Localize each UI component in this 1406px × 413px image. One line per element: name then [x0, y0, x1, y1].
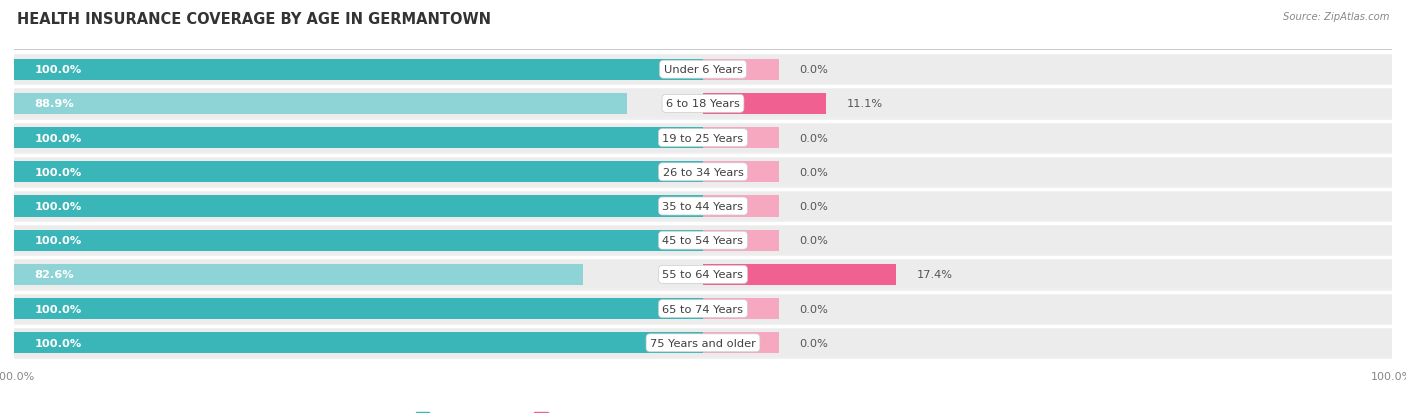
Text: HEALTH INSURANCE COVERAGE BY AGE IN GERMANTOWN: HEALTH INSURANCE COVERAGE BY AGE IN GERM… [17, 12, 491, 27]
Bar [14, 292, 1392, 326]
Text: 19 to 25 Years: 19 to 25 Years [662, 133, 744, 143]
Bar [14, 258, 1392, 292]
Bar [14, 196, 703, 217]
Text: 75 Years and older: 75 Years and older [650, 338, 756, 348]
Bar [14, 90, 1392, 118]
Text: 100.0%: 100.0% [35, 202, 82, 211]
Text: Under 6 Years: Under 6 Years [664, 65, 742, 75]
Text: 65 to 74 Years: 65 to 74 Years [662, 304, 744, 314]
Bar [14, 53, 1392, 87]
Bar [703, 298, 779, 319]
Bar [703, 196, 779, 217]
Text: 0.0%: 0.0% [800, 133, 828, 143]
Bar [14, 94, 627, 115]
Bar [703, 59, 779, 81]
Text: 100.0%: 100.0% [35, 236, 82, 246]
Bar [14, 332, 703, 354]
Bar [14, 121, 1392, 155]
Bar [14, 295, 1392, 323]
Bar [14, 162, 703, 183]
Bar [14, 155, 1392, 190]
Text: 100.0%: 100.0% [35, 133, 82, 143]
Text: Source: ZipAtlas.com: Source: ZipAtlas.com [1282, 12, 1389, 22]
Bar [14, 159, 1392, 186]
Bar [703, 332, 779, 354]
Bar [703, 94, 827, 115]
Text: 100.0%: 100.0% [35, 167, 82, 177]
Text: 55 to 64 Years: 55 to 64 Years [662, 270, 744, 280]
Legend: With Coverage, Without Coverage: With Coverage, Without Coverage [411, 407, 664, 413]
Bar [703, 128, 779, 149]
Bar [703, 264, 896, 285]
Text: 0.0%: 0.0% [800, 202, 828, 211]
Text: 45 to 54 Years: 45 to 54 Years [662, 236, 744, 246]
Text: 0.0%: 0.0% [800, 236, 828, 246]
Text: 35 to 44 Years: 35 to 44 Years [662, 202, 744, 211]
Text: 88.9%: 88.9% [35, 99, 75, 109]
Bar [14, 87, 1392, 121]
Text: 0.0%: 0.0% [800, 304, 828, 314]
Text: 82.6%: 82.6% [35, 270, 75, 280]
Bar [14, 227, 1392, 254]
Bar [14, 264, 583, 285]
Bar [14, 56, 1392, 84]
Bar [14, 223, 1392, 258]
Text: 0.0%: 0.0% [800, 167, 828, 177]
Bar [14, 329, 1392, 357]
Bar [14, 192, 1392, 221]
Text: 17.4%: 17.4% [917, 270, 953, 280]
Bar [14, 190, 1392, 223]
Text: 11.1%: 11.1% [846, 99, 883, 109]
Text: 100.0%: 100.0% [35, 304, 82, 314]
Bar [14, 128, 703, 149]
Bar [703, 162, 779, 183]
Bar [14, 261, 1392, 289]
Bar [703, 230, 779, 251]
Text: 0.0%: 0.0% [800, 65, 828, 75]
Text: 100.0%: 100.0% [35, 338, 82, 348]
Bar [14, 59, 703, 81]
Bar [14, 124, 1392, 152]
Text: 0.0%: 0.0% [800, 338, 828, 348]
Bar [14, 326, 1392, 360]
Bar [14, 298, 703, 319]
Text: 100.0%: 100.0% [35, 65, 82, 75]
Text: 6 to 18 Years: 6 to 18 Years [666, 99, 740, 109]
Bar [14, 230, 703, 251]
Text: 26 to 34 Years: 26 to 34 Years [662, 167, 744, 177]
